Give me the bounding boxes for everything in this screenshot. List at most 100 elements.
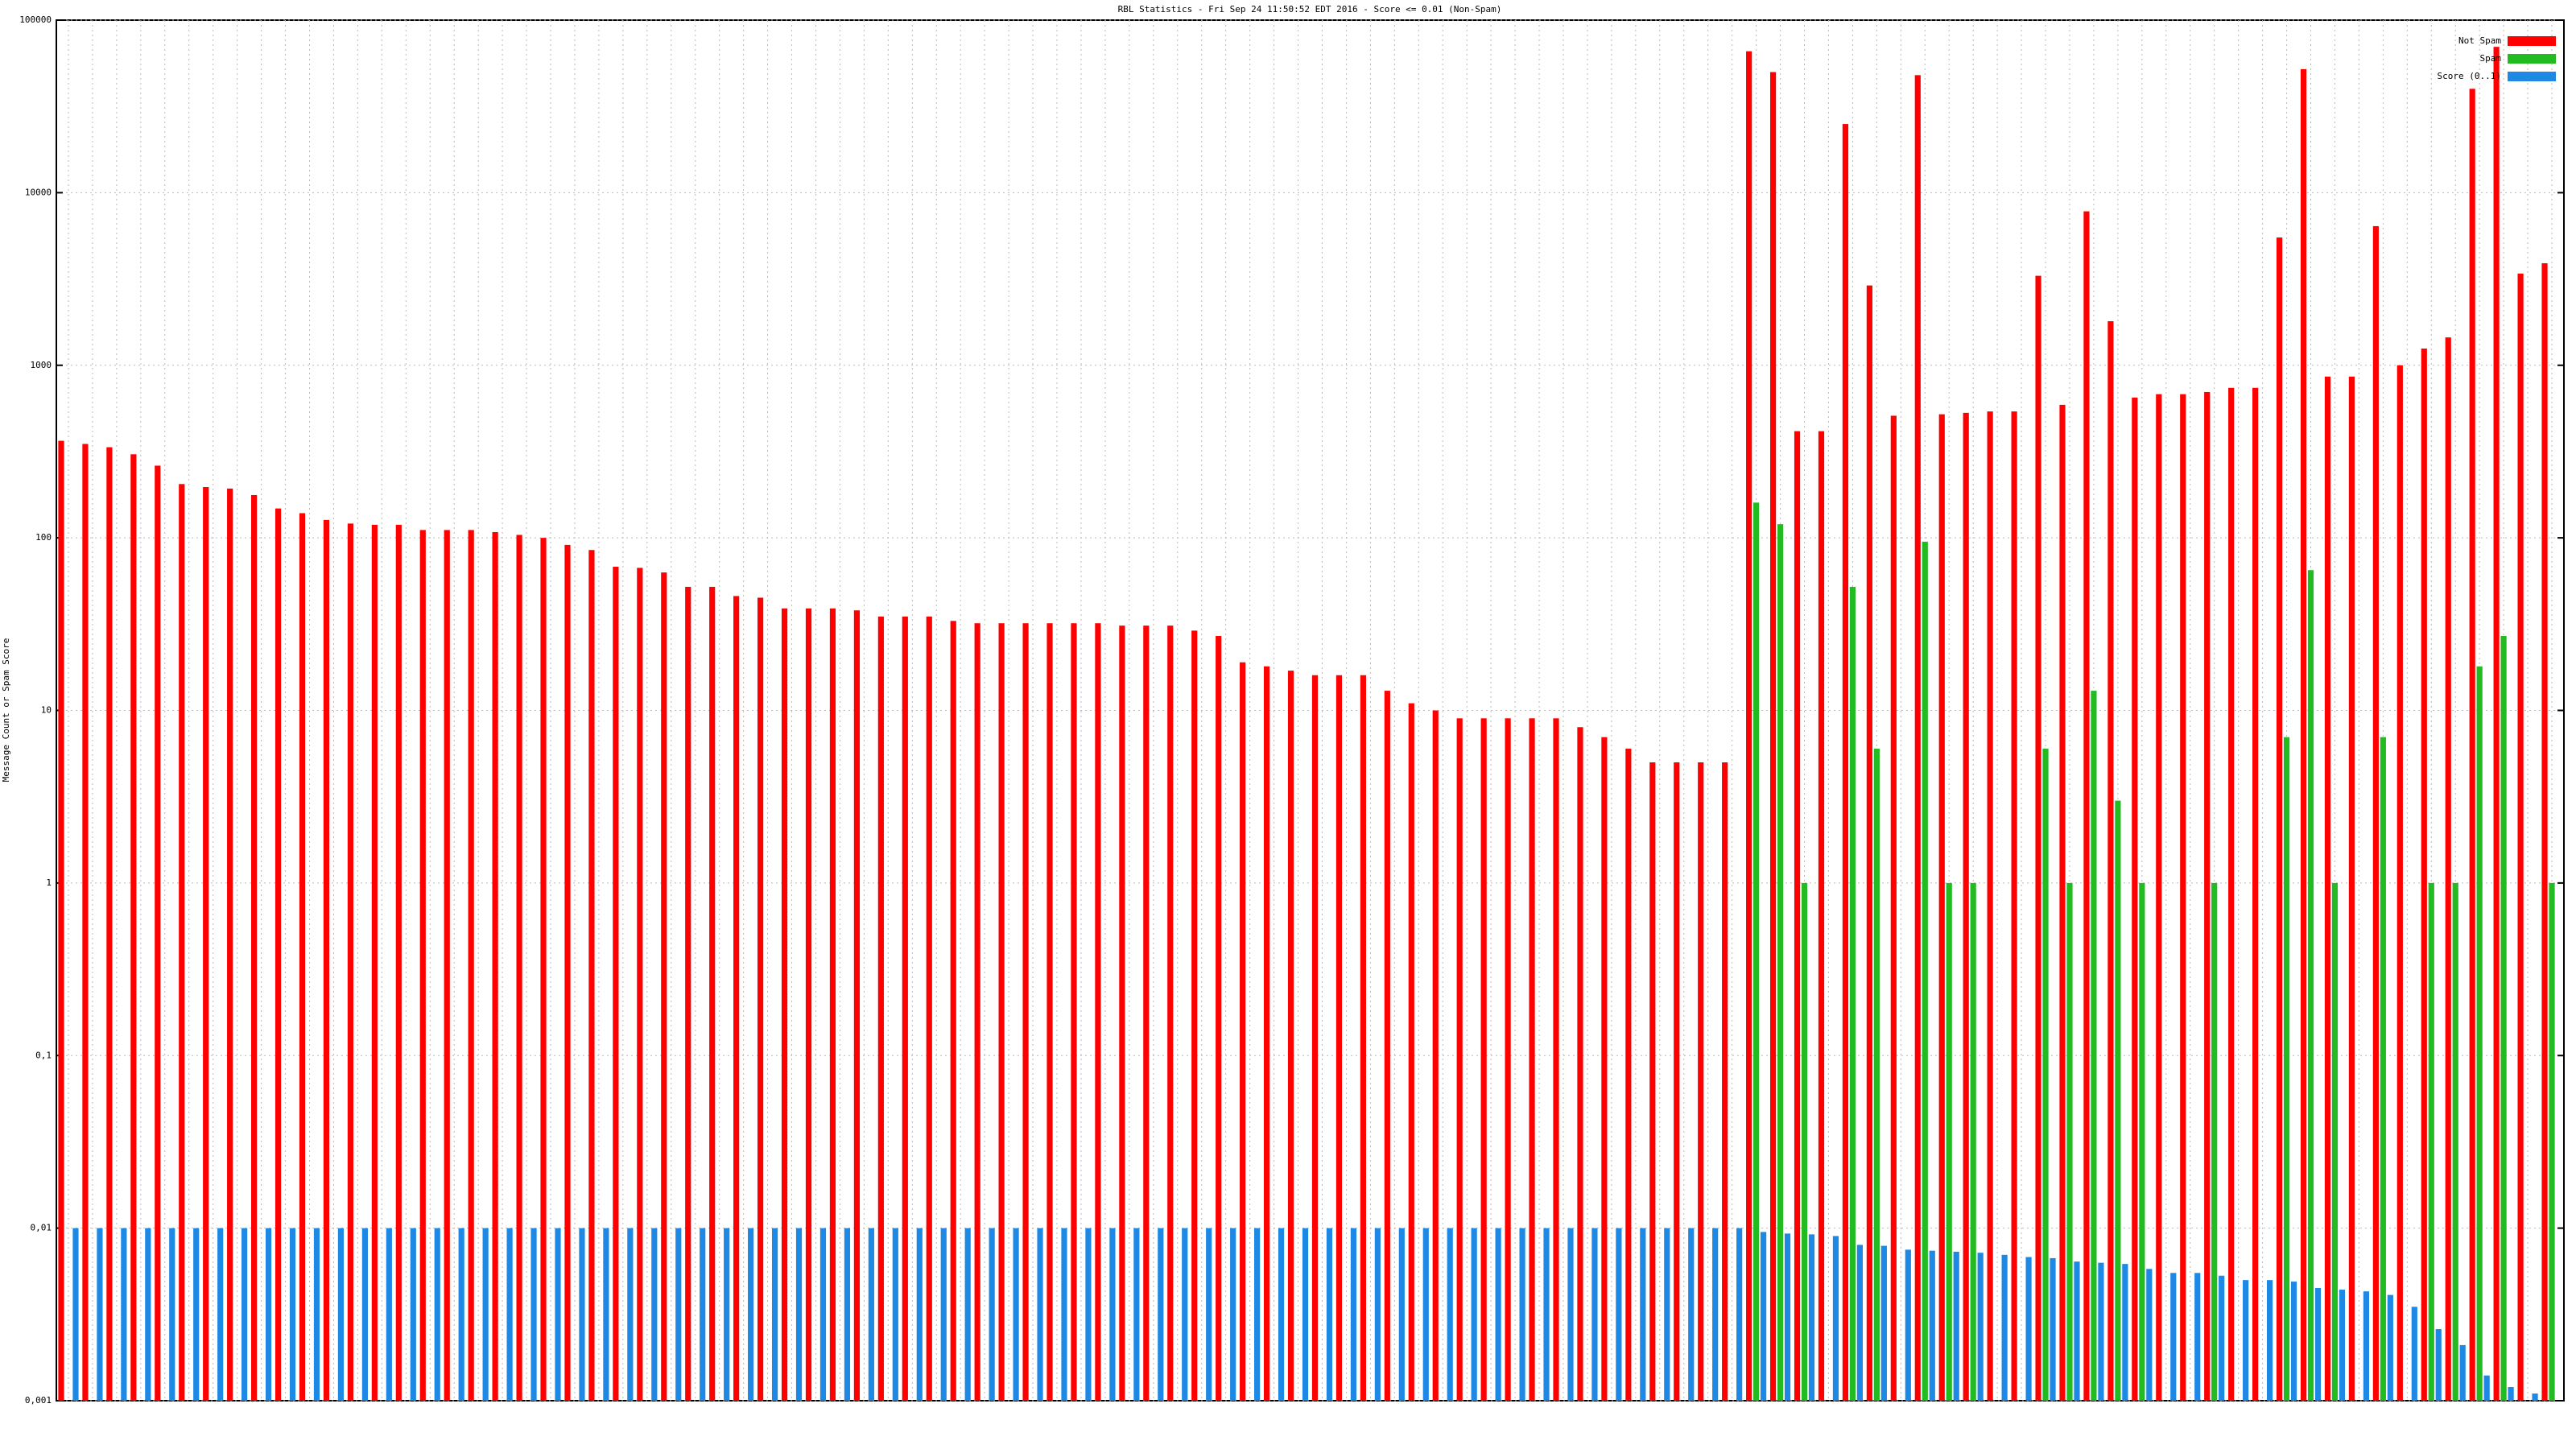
bar	[289, 1228, 296, 1401]
bar	[758, 597, 764, 1401]
bar	[410, 1228, 416, 1401]
bar	[2098, 1262, 2104, 1401]
bar	[1977, 1253, 1984, 1401]
bar	[227, 488, 233, 1401]
bar	[1447, 1228, 1453, 1401]
bar	[1640, 1228, 1646, 1401]
bar	[700, 1228, 706, 1401]
bar	[347, 523, 354, 1401]
bar	[1577, 727, 1583, 1401]
bar	[482, 1228, 489, 1401]
chart-title: RBL Statistics - Fri Sep 24 11:50:52 EDT…	[1118, 4, 1502, 14]
bar	[492, 531, 498, 1402]
bar	[1849, 587, 1856, 1401]
bar	[2204, 391, 2211, 1401]
bar	[2115, 800, 2121, 1401]
bar	[1191, 630, 1198, 1401]
bar	[1095, 623, 1101, 1401]
bar	[1119, 625, 1125, 1401]
bar	[1970, 882, 1976, 1401]
bar	[106, 447, 113, 1401]
bar	[1842, 124, 1849, 1401]
bar	[1350, 1228, 1357, 1401]
bar	[1808, 1234, 1815, 1401]
bar	[1143, 625, 1150, 1401]
bar	[444, 530, 450, 1401]
bar	[2445, 337, 2451, 1401]
bar	[877, 616, 884, 1401]
bar	[2122, 1264, 2128, 1401]
bar	[637, 568, 643, 1402]
bar	[1456, 718, 1463, 1401]
y-tick-label: 0,001	[25, 1395, 52, 1406]
y-tick-label: 1	[46, 877, 52, 888]
bar	[1230, 1228, 1236, 1401]
bar	[829, 608, 836, 1401]
bar	[748, 1228, 754, 1401]
bar	[1801, 882, 1808, 1401]
bar	[179, 484, 185, 1402]
bar	[1471, 1228, 1477, 1401]
bar	[1794, 431, 1801, 1402]
bar	[2283, 737, 2290, 1401]
bar	[1601, 737, 1608, 1401]
bar	[1784, 1233, 1791, 1401]
bar	[275, 508, 282, 1401]
bar	[1856, 1245, 1863, 1401]
bar	[2139, 882, 2145, 1401]
bar	[1818, 431, 1825, 1402]
bar	[2050, 1257, 2056, 1401]
bar	[2266, 1280, 2273, 1401]
bar	[2532, 1393, 2538, 1401]
bar	[1480, 718, 1487, 1401]
bar	[1505, 718, 1511, 1401]
bar	[805, 608, 812, 1401]
bar	[506, 1228, 513, 1401]
bar	[781, 608, 788, 1401]
bar	[121, 1228, 127, 1401]
bar	[2324, 376, 2331, 1402]
bar	[516, 535, 522, 1402]
legend-swatch	[2508, 72, 2556, 81]
bar	[916, 1228, 923, 1401]
bar	[1182, 1228, 1188, 1401]
bar	[130, 454, 137, 1401]
bar	[2549, 882, 2555, 1401]
bar	[337, 1228, 345, 1401]
bar	[1649, 762, 1656, 1401]
bar	[2025, 1257, 2032, 1401]
bar	[2228, 387, 2235, 1401]
bar	[1616, 1228, 1622, 1401]
bar	[540, 538, 547, 1401]
bar	[2459, 1344, 2466, 1401]
y-tick-label: 1000	[31, 360, 52, 370]
bar	[2035, 275, 2041, 1402]
bar	[169, 1228, 175, 1401]
bar	[989, 1228, 995, 1401]
bar	[1929, 1250, 1935, 1401]
bar	[1777, 524, 1784, 1401]
y-tick-label: 0,1	[35, 1050, 52, 1060]
bar	[2091, 691, 2097, 1401]
bar	[2066, 882, 2073, 1401]
bar	[771, 1228, 778, 1401]
bar	[2074, 1261, 2080, 1401]
bar	[1109, 1228, 1116, 1401]
bar	[2194, 1273, 2201, 1401]
bar	[265, 1228, 272, 1401]
bar	[1071, 623, 1077, 1401]
bar	[627, 1228, 634, 1401]
bar	[868, 1228, 874, 1401]
bar	[2083, 211, 2090, 1402]
bar	[2348, 376, 2355, 1402]
legend-swatch	[2508, 54, 2556, 64]
bar	[2411, 1307, 2417, 1401]
bar	[2372, 225, 2379, 1401]
bar	[819, 1228, 827, 1401]
bar	[2132, 397, 2138, 1401]
bar	[1938, 414, 1945, 1401]
bar	[1495, 1228, 1501, 1401]
bar	[1746, 51, 1752, 1401]
bar	[2508, 1387, 2514, 1401]
